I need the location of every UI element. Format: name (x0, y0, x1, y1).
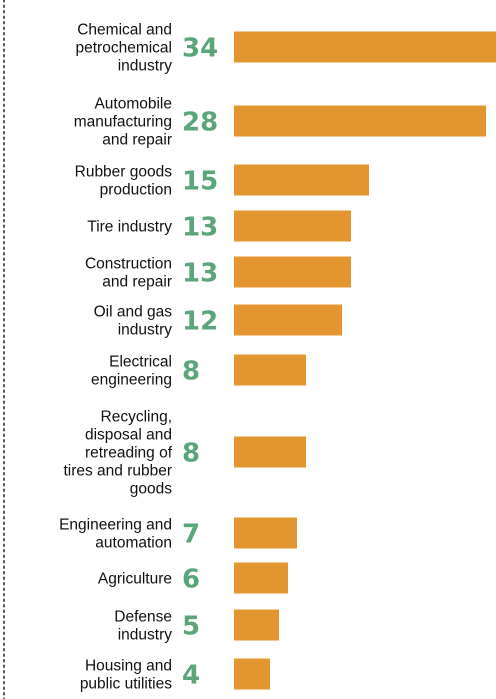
bar (234, 256, 351, 288)
category-label-line: industry (118, 627, 173, 644)
category-label-line: Automobile (94, 96, 172, 113)
bar (234, 31, 496, 63)
bar (234, 354, 306, 386)
category-label-line: Housing and (85, 658, 172, 675)
category-label: Housing and public utilities (80, 658, 172, 693)
chart-row: Defense industry 5 (114, 609, 279, 644)
category-label-line: production (100, 182, 172, 199)
chart-row: Recycling, disposal and retreading of tires… (63, 409, 306, 498)
category-label: Oil and gas industry (94, 304, 173, 339)
category-label: Engineering and automation (59, 517, 172, 552)
bar (234, 304, 342, 336)
category-label: Tire industry (87, 219, 172, 236)
category-label-line: retreading of (85, 445, 173, 462)
value-label: 4 (182, 661, 200, 691)
category-label-line: and repair (102, 132, 172, 149)
category-label-line: Engineering and (59, 517, 172, 534)
category-label: Defense industry (114, 609, 172, 644)
category-label-line: Oil and gas (94, 304, 173, 321)
value-label: 13 (182, 259, 218, 289)
category-label-line: Agriculture (98, 571, 172, 588)
category-label-line: tires and rubber (63, 463, 172, 480)
chart-row: Housing and public utilities 4 (80, 658, 270, 693)
value-label: 7 (182, 520, 200, 550)
chart-row: Agriculture 6 (98, 562, 288, 595)
value-label: 28 (182, 108, 218, 138)
category-label: Rubber goods production (75, 164, 173, 199)
value-label: 12 (182, 307, 218, 337)
value-label: 15 (182, 167, 218, 197)
category-label-line: Rubber goods (75, 164, 173, 181)
category-label-line: engineering (91, 372, 172, 389)
category-label-line: Electrical (109, 354, 172, 371)
bar (234, 164, 369, 196)
chart-row: Construction and repair 13 (85, 256, 351, 291)
chart-row: Oil and gas industry 12 (94, 304, 342, 339)
category-label: Automobile manufacturing and repair (74, 96, 172, 149)
value-label: 34 (182, 34, 218, 64)
category-label-line: petrochemical (76, 40, 173, 57)
bar (234, 562, 288, 594)
category-label-line: Tire industry (87, 219, 172, 236)
chart-row: Automobile manufacturing and repair 28 (74, 96, 486, 149)
bar (234, 105, 486, 137)
category-label-line: disposal and (85, 427, 172, 444)
chart-row: Tire industry 13 (87, 210, 351, 243)
category-label-line: automation (95, 535, 172, 552)
chart-rows: Chemical and petrochemical industry34Autom… (59, 22, 496, 693)
category-label-line: goods (130, 481, 172, 498)
category-label-line: Construction (85, 256, 172, 273)
category-label-line: industry (118, 322, 173, 339)
value-label: 5 (182, 612, 200, 642)
bar (234, 658, 270, 690)
value-label: 8 (182, 439, 200, 469)
chart-row: Electrical engineering 8 (91, 354, 306, 389)
chart-row: Rubber goods production 15 (75, 164, 369, 199)
category-label-line: and repair (102, 274, 172, 291)
bar (234, 436, 306, 468)
bar (234, 210, 351, 242)
bar (234, 609, 279, 641)
category-label-line: Defense (114, 609, 172, 626)
category-label-line: public utilities (80, 676, 172, 693)
category-label: Electrical engineering (91, 354, 172, 389)
category-label: Chemical and petrochemical industry (76, 22, 173, 75)
category-label: Recycling, disposal and retreading of tires… (63, 409, 172, 498)
category-label: Construction and repair (85, 256, 172, 291)
value-label: 6 (182, 565, 200, 595)
category-label-line: Recycling, (101, 409, 173, 426)
bar (234, 517, 297, 549)
chart-row: Engineering and automation 7 (59, 517, 297, 552)
category-label: Agriculture (98, 571, 172, 588)
category-label-line: Chemical and (77, 22, 172, 39)
category-label-line: manufacturing (74, 114, 172, 131)
value-label: 8 (182, 357, 200, 387)
chart-row: Chemical and petrochemical industry 34 (76, 22, 496, 75)
value-label: 13 (182, 213, 218, 243)
category-label-line: industry (118, 58, 173, 75)
